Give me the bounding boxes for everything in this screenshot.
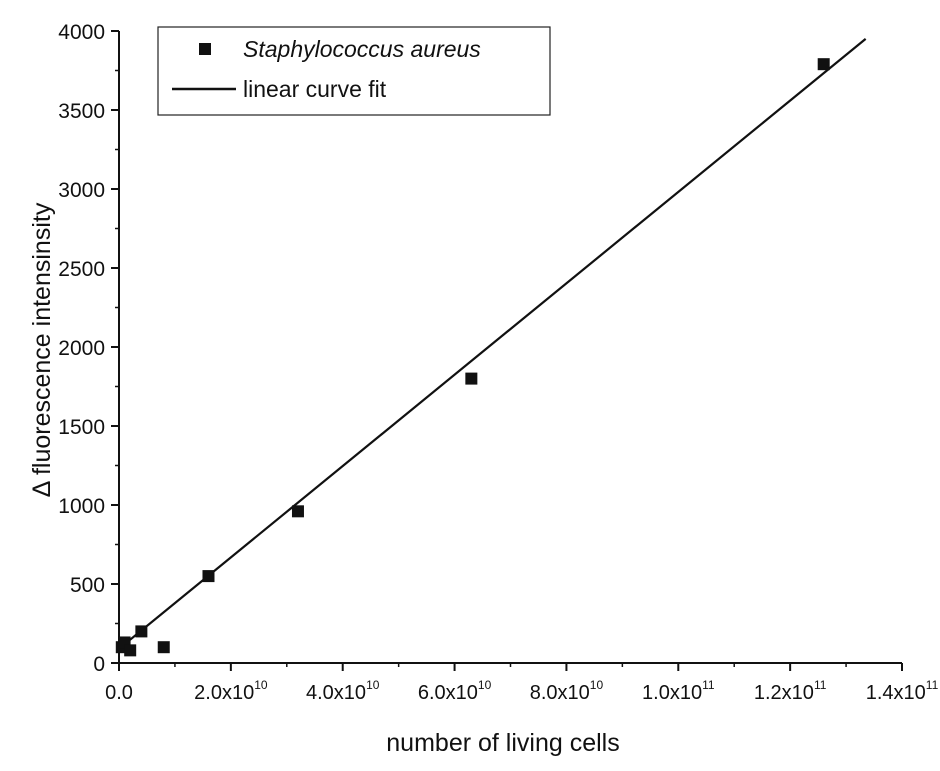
x-tick-label: 2.0x1010 [194,678,268,704]
y-tick-label: 2000 [58,337,105,360]
y-tick-label: 1500 [58,416,105,439]
y-tick-label: 500 [70,574,105,597]
x-tick-label: 1.2x1011 [754,678,827,704]
y-tick-label: 3500 [58,100,105,123]
y-tick-label: 4000 [58,21,105,44]
data-point [817,58,830,71]
x-tick-label: 0.0 [105,682,133,704]
y-axis-ticks: 0 500 1000 1500 2000 2500 3000 3500 4000 [58,21,119,676]
data-point [157,641,170,654]
x-axis-ticks: 0.0 2.0x1010 4.0x1010 6.0x1010 8.0x1010 1.0x1… [105,663,939,704]
x-tick-label: 4.0x1010 [306,678,380,704]
legend-series-label: Staphylococcus aureus [243,36,481,62]
data-point [465,372,478,385]
fit-line-layer [118,38,867,650]
x-tick-label: 1.0x1011 [642,678,715,704]
x-axis-label: number of living cells [386,729,619,757]
data-points [115,58,830,657]
data-point [202,570,215,583]
x-tick-label: 6.0x1010 [418,678,492,704]
data-point [291,505,304,518]
y-tick-label: 0 [93,653,105,676]
legend-marker-square [199,43,211,55]
fit-line [118,38,867,650]
y-axis-label: Δ fluorescence intensinsity [28,202,56,497]
legend-box [157,26,551,116]
legend: Staphylococcus aureus linear curve fit [157,26,551,116]
y-tick-label: 1000 [58,495,105,518]
y-tick-label: 3000 [58,179,105,202]
x-tick-label: 8.0x1010 [530,678,604,704]
x-tick-label: 1.4x1011 [866,678,939,704]
data-point [135,625,148,638]
data-point [124,644,137,657]
y-tick-label: 2500 [58,258,105,281]
legend-fit-label: linear curve fit [243,76,387,102]
axes [118,31,902,664]
